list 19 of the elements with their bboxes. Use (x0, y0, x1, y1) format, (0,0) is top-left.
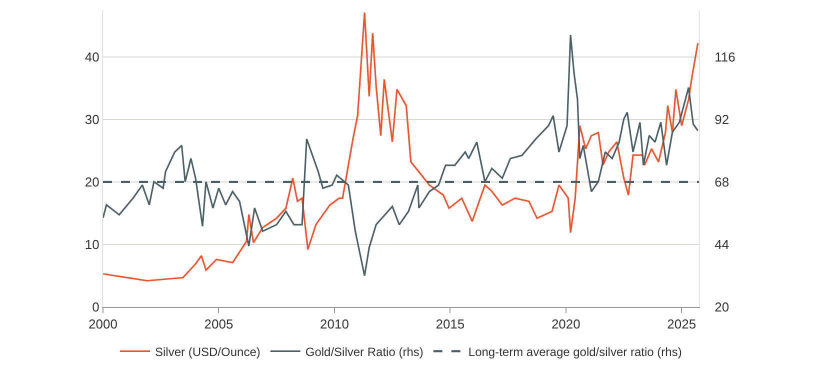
x-tick-label: 2005 (204, 316, 234, 332)
legend-label: Silver (USD/Ounce) (155, 344, 260, 359)
y-tick-label: 0 (92, 300, 100, 315)
y2-tick-label: 44 (714, 237, 730, 252)
y-tick-label: 40 (84, 49, 100, 64)
y-tick-label: 20 (84, 174, 100, 190)
y2-tick-label: 92 (714, 112, 730, 127)
y-tick-label: 30 (84, 112, 100, 127)
y-tick-label: 10 (84, 237, 100, 252)
x-tick-label: 2025 (667, 316, 696, 332)
legend-label: Gold/Silver Ratio (rhs) (305, 344, 424, 359)
x-tick-label: 2010 (320, 316, 349, 332)
legend-label: Long-term average gold/silver ratio (rhs) (468, 344, 682, 359)
y2-tick-label: 68 (714, 174, 730, 190)
x-tick-label: 2000 (88, 316, 118, 332)
y2-tick-label: 20 (714, 300, 730, 315)
y2-tick-label: 116 (714, 49, 736, 64)
x-tick-label: 2020 (551, 316, 580, 332)
x-tick-label: 2015 (436, 316, 465, 332)
